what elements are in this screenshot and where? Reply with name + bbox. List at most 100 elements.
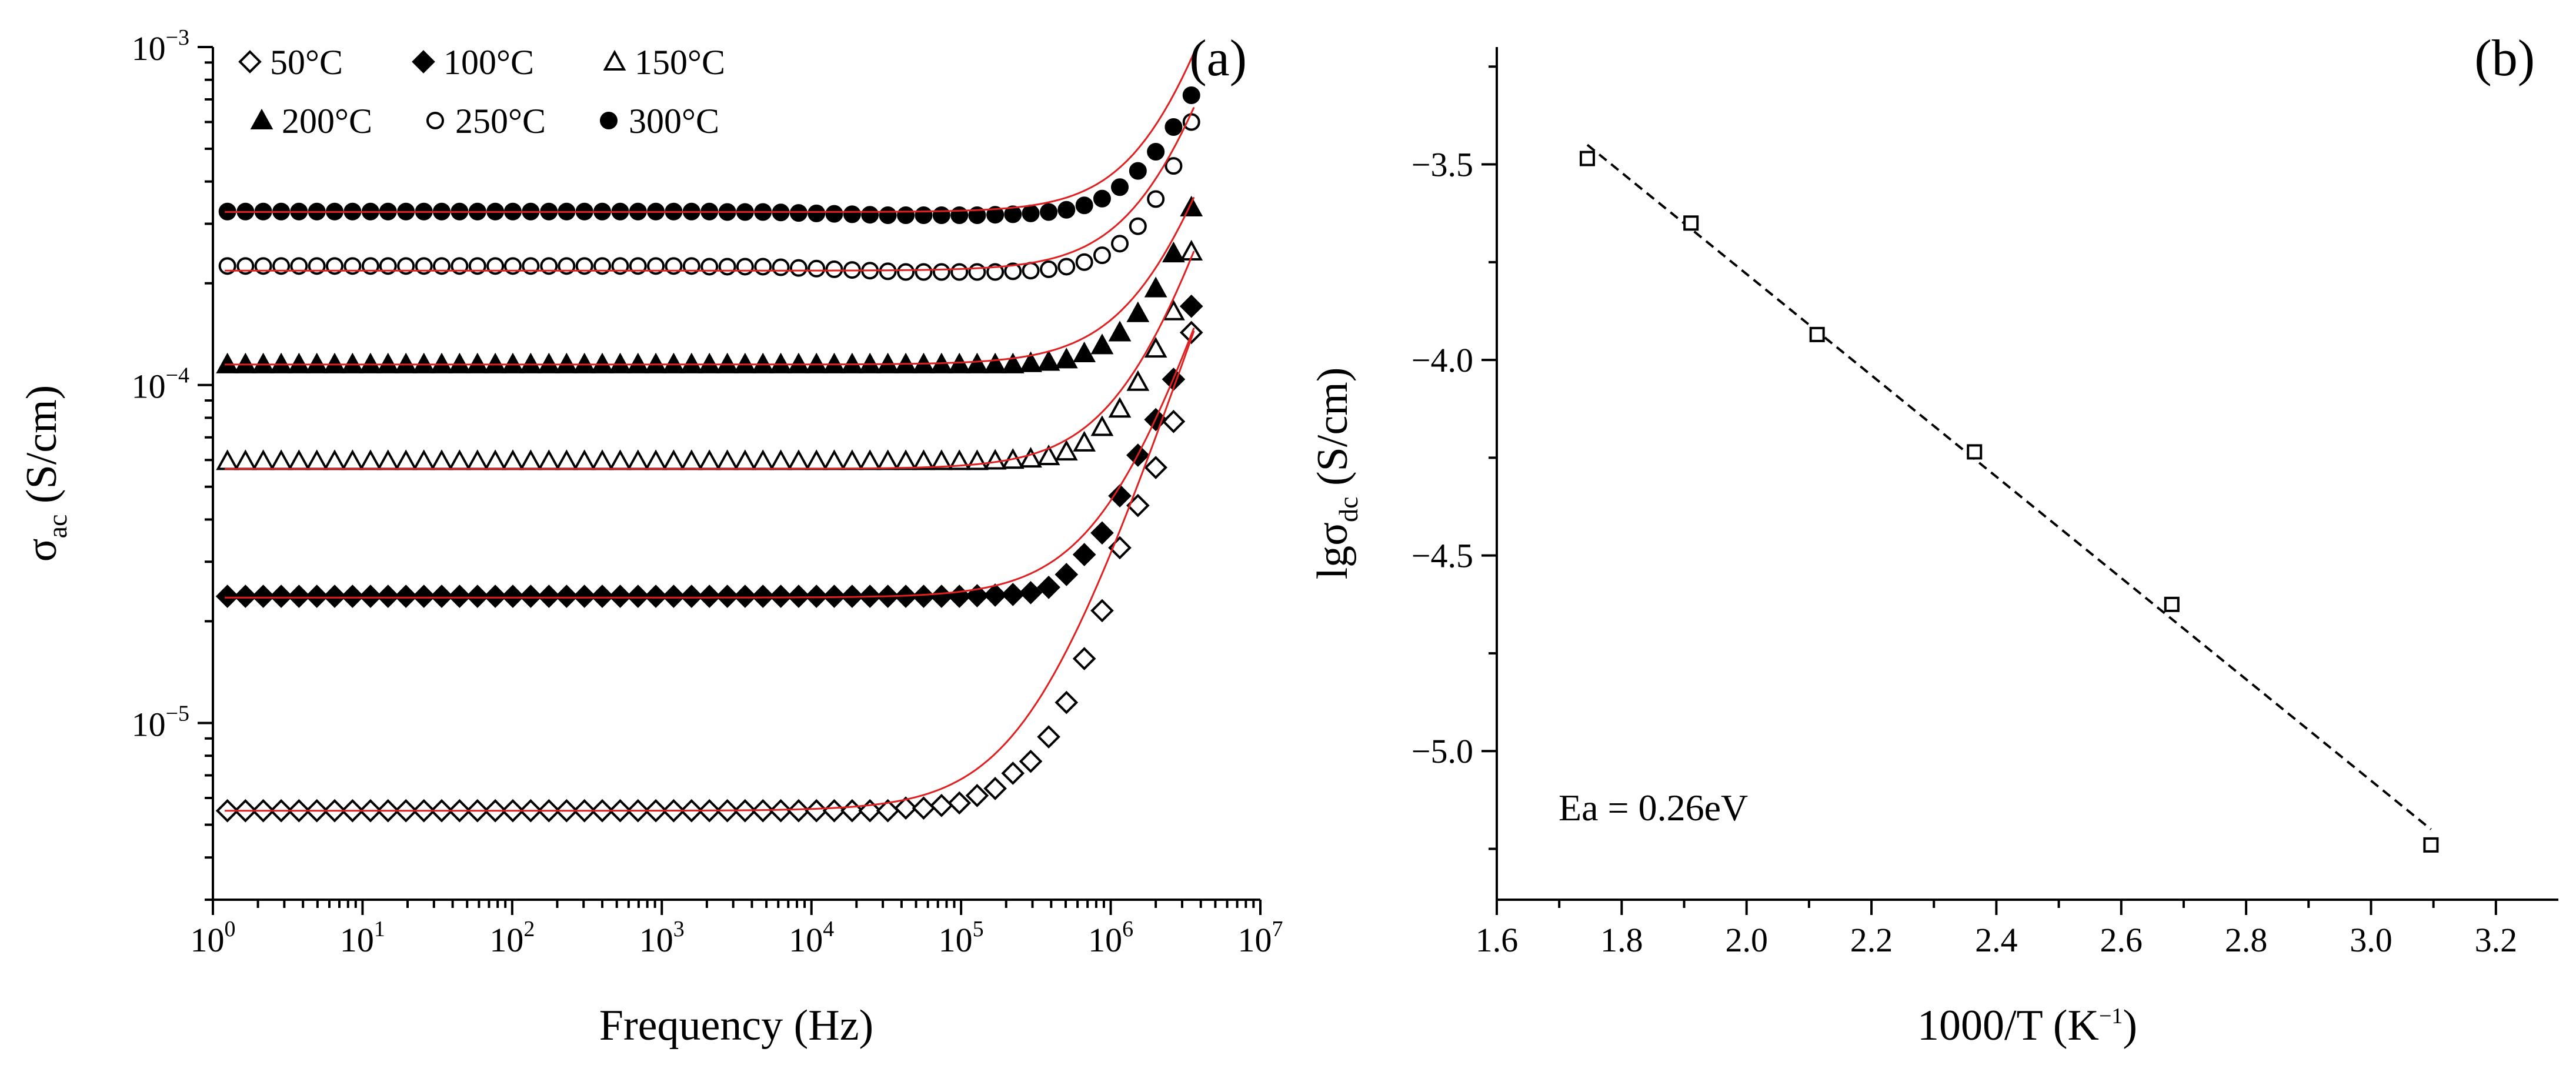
b-y-tick-label-1: −4.0 (1412, 341, 1473, 379)
point-150c-39 (912, 449, 935, 470)
b-x-tick-label-6: 2.8 (2225, 921, 2268, 959)
a-y-tick-base-2: 10 (132, 29, 166, 68)
point-150c-26 (680, 449, 703, 470)
point-50c-37 (876, 799, 900, 823)
panel-b-y-axis-subscript: dc (1333, 497, 1363, 522)
point-150c-0 (216, 449, 239, 470)
legend-marker-150c (603, 49, 626, 71)
point-200c-43 (983, 352, 1007, 373)
legend-item-200c: 200°C (250, 102, 372, 141)
point-250c-41 (950, 263, 969, 281)
point-250c-46 (1040, 260, 1058, 278)
point-250c-39 (915, 263, 933, 281)
fit-line-150c (225, 251, 1195, 470)
panel-a-y-axis-title: σac (S/cm) (18, 385, 72, 562)
point-150c-18 (537, 449, 560, 470)
panel-b-x-axis-superscript: −1 (2099, 1004, 2123, 1028)
panel-a-legend: 50°C 100°C 150°C 200°C 250°C 300°C (238, 43, 725, 141)
point-50c-44 (1001, 762, 1025, 785)
point-100c-31 (769, 585, 793, 608)
point-200c-3 (269, 352, 293, 373)
series-200c (216, 195, 1203, 373)
point-150c-27 (698, 449, 721, 470)
fit-line-200c (225, 196, 1195, 366)
point-200c-12 (430, 352, 453, 373)
point-200c-11 (412, 352, 436, 373)
point-200c-21 (590, 352, 614, 373)
panel-a-y-axis-symbol: σ (18, 538, 66, 562)
panel-b-y-axis-prefix: lgσ (1309, 522, 1357, 579)
arrhenius-point-0 (1579, 151, 1595, 166)
point-200c-13 (448, 352, 471, 373)
point-100c-7 (341, 585, 365, 608)
point-200c-23 (626, 352, 650, 373)
point-300c-37 (879, 206, 897, 224)
a-x-tick-base-2: 10 (489, 921, 523, 959)
point-150c-22 (609, 449, 632, 470)
a-x-tick-label-7: 107 (1238, 917, 1283, 959)
legend-item-50c: 50°C (238, 43, 343, 82)
point-200c-44 (1001, 352, 1025, 373)
point-150c-20 (573, 449, 596, 470)
point-300c-36 (861, 206, 879, 224)
point-100c-10 (394, 585, 418, 608)
legend-label-100c: 100°C (443, 43, 534, 82)
point-150c-50 (1108, 397, 1132, 418)
legend-marker-200c (250, 108, 273, 129)
point-300c-32 (789, 204, 807, 222)
point-100c-14 (465, 585, 489, 608)
point-150c-2 (252, 449, 275, 470)
point-100c-20 (572, 585, 596, 608)
point-250c-29 (736, 258, 754, 276)
point-150c-34 (823, 449, 846, 470)
a-y-tick-exp-2: −3 (166, 25, 189, 50)
legend-icon-300c (600, 112, 618, 129)
point-150c-37 (876, 449, 899, 470)
point-250c-51 (1129, 217, 1147, 235)
point-200c-4 (287, 352, 311, 373)
panel-b-y-axis-title: lgσdc (S/cm) (1309, 368, 1363, 580)
point-50c-53 (1162, 409, 1186, 433)
point-300c-49 (1093, 189, 1111, 208)
panel-b-x-axis-suffix: ) (2123, 1001, 2137, 1050)
point-150c-21 (590, 449, 614, 470)
legend-label-50c: 50°C (270, 43, 343, 82)
a-x-tick-label-3: 103 (639, 917, 685, 959)
point-150c-43 (983, 449, 1007, 470)
fit-line-300c (225, 52, 1195, 213)
point-200c-48 (1073, 341, 1096, 363)
a-y-tick-label-2: 10−3 (132, 25, 189, 68)
point-150c-3 (269, 449, 293, 470)
point-200c-0 (216, 352, 239, 373)
point-150c-9 (376, 449, 400, 470)
point-200c-14 (466, 352, 489, 373)
point-50c-42 (965, 784, 989, 807)
point-100c-48 (1072, 543, 1096, 566)
point-150c-1 (233, 449, 257, 470)
panel-b-y-ticks: −3.5 −4.0 −4.5 −5.0 (1412, 65, 1497, 850)
point-300c-54 (1182, 86, 1200, 104)
panel-b-markers (1579, 151, 2439, 853)
point-200c-53 (1162, 241, 1185, 263)
point-250c-53 (1164, 157, 1183, 175)
point-150c-52 (1144, 336, 1167, 358)
point-250c-49 (1093, 246, 1111, 265)
point-250c-31 (772, 258, 790, 276)
point-300c-50 (1111, 178, 1129, 196)
point-50c-40 (930, 793, 953, 817)
point-100c-26 (680, 585, 703, 608)
panel-b-label: (b) (2474, 30, 2535, 87)
a-x-tick-base-0: 10 (191, 921, 225, 959)
panel-a-fit-lines (225, 52, 1195, 812)
point-200c-2 (252, 352, 275, 373)
point-50c-52 (1144, 456, 1167, 479)
a-y-tick-exp-0: −5 (166, 701, 189, 726)
point-150c-49 (1090, 415, 1114, 436)
point-100c-12 (430, 585, 453, 608)
a-x-tick-base-4: 10 (789, 921, 823, 959)
point-200c-5 (305, 352, 329, 373)
point-100c-1 (233, 585, 258, 608)
point-150c-51 (1126, 370, 1150, 391)
a-x-tick-base-7: 10 (1238, 921, 1272, 959)
a-x-tick-label-0: 100 (191, 917, 236, 959)
